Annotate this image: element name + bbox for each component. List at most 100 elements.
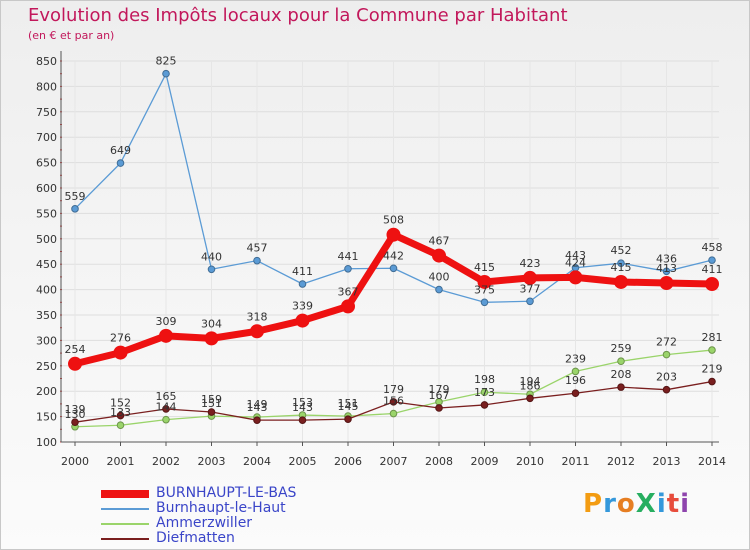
legend-swatch (101, 508, 149, 510)
data-point-diefmatten (662, 385, 671, 394)
data-label: 508 (383, 214, 404, 227)
data-label: 281 (702, 331, 723, 344)
x-tick-label: 2008 (425, 455, 453, 468)
legend-item: Ammerzwiller (101, 515, 401, 531)
data-point-ammerzwiller (162, 415, 170, 424)
data-label: 153 (292, 396, 313, 409)
series-group (68, 69, 719, 431)
x-tick-label: 2002 (152, 455, 180, 468)
data-point-burnhaupt-le-haut (116, 159, 125, 167)
data-label: 165 (156, 390, 177, 403)
data-point-burnhaupt-le-haut (389, 264, 398, 273)
data-point-burnhaupt-le-bas (659, 275, 674, 290)
logo-letter: X (635, 489, 657, 519)
data-point-burnhaupt-le-haut (344, 264, 352, 273)
data-label: 239 (565, 352, 586, 365)
data-point-ammerzwiller (389, 409, 398, 418)
data-point-burnhaupt-le-haut (617, 259, 625, 267)
data-point-burnhaupt-le-bas (523, 270, 537, 285)
data-label: 254 (65, 343, 86, 356)
y-tick-label: 150 (36, 411, 57, 424)
data-point-burnhaupt-le-bas (386, 227, 401, 242)
legend: BURNHAUPT-LE-BAS Burnhaupt-le-Haut Ammerzw… (101, 485, 401, 546)
data-label: 400 (429, 271, 450, 284)
data-label: 375 (474, 283, 495, 296)
data-point-burnhaupt-le-haut (253, 256, 261, 265)
data-point-burnhaupt-le-bas (477, 274, 492, 289)
y-tick-label: 250 (36, 360, 57, 373)
data-label: 467 (429, 235, 450, 248)
data-point-diefmatten (617, 383, 625, 391)
legend-item: Burnhaupt-le-Haut (101, 500, 401, 516)
data-point-ammerzwiller (662, 350, 671, 359)
data-label: 318 (247, 310, 268, 323)
data-label: 649 (110, 144, 131, 157)
data-point-diefmatten (253, 416, 261, 424)
data-label: 198 (474, 373, 495, 386)
data-label: 377 (520, 282, 541, 295)
data-label: 440 (201, 250, 222, 263)
data-point-burnhaupt-le-haut (662, 267, 671, 276)
legend-swatch (101, 523, 149, 525)
data-point-diefmatten (344, 415, 352, 423)
y-tick-label: 200 (36, 385, 57, 398)
data-point-burnhaupt-le-bas (113, 345, 128, 360)
data-point-burnhaupt-le-haut (480, 298, 489, 307)
y-tick-label: 100 (36, 436, 57, 449)
data-label: 413 (656, 262, 677, 275)
data-label: 276 (110, 332, 131, 345)
data-point-burnhaupt-le-bas (568, 270, 583, 285)
data-label: 441 (338, 250, 359, 263)
data-point-burnhaupt-le-bas (250, 324, 264, 339)
data-label: 152 (110, 397, 131, 410)
legend-label: Diefmatten (156, 530, 235, 546)
data-label: 130 (65, 408, 86, 421)
logo-letter: i (680, 489, 691, 519)
data-point-ammerzwiller (116, 421, 125, 430)
x-tick-label: 2006 (334, 455, 362, 468)
legend-item: Diefmatten (101, 530, 401, 546)
legend-swatch (101, 538, 149, 540)
logo-letter: r (603, 489, 617, 519)
proxiti-logo: ProXiti (583, 489, 690, 519)
data-label: 145 (338, 400, 359, 413)
data-point-diefmatten (162, 405, 170, 413)
x-tick-label: 2010 (516, 455, 544, 468)
legend-label: Ammerzwiller (156, 515, 253, 531)
data-label: 179 (429, 383, 450, 396)
x-tick-label: 2000 (61, 455, 89, 468)
legend-item: BURNHAUPT-LE-BAS (101, 485, 401, 501)
chart-title: Evolution des Impôts locaux pour la Comm… (28, 5, 568, 26)
axes: 100 150 200 250 300 350 400 450 500 550 600 650 700 7… (36, 51, 726, 468)
x-tick-label: 2005 (289, 455, 317, 468)
data-point-burnhaupt-le-haut (708, 256, 716, 264)
data-label: 443 (565, 249, 586, 262)
y-tick-label: 550 (36, 207, 57, 220)
data-point-burnhaupt-le-bas (159, 328, 173, 343)
logo-letter: o (616, 489, 636, 519)
data-label: 173 (474, 386, 495, 399)
legend-label: Burnhaupt-le-Haut (156, 500, 286, 516)
data-labels: 254 276 309 304 318 339 367 508 467 415 423 424 415 4… (65, 55, 723, 421)
x-tick-label: 2014 (698, 455, 726, 468)
data-point-diefmatten (207, 408, 216, 416)
data-point-ammerzwiller (480, 388, 489, 397)
data-label: 457 (247, 242, 268, 255)
data-label: 219 (702, 363, 723, 376)
data-label: 367 (338, 285, 359, 298)
data-point-burnhaupt-le-haut (71, 205, 79, 213)
data-label: 272 (656, 336, 677, 349)
data-point-diefmatten (435, 404, 443, 412)
data-label: 139 (65, 403, 86, 416)
y-tick-label: 700 (36, 131, 57, 144)
data-point-diefmatten (71, 418, 79, 426)
data-label: 186 (520, 379, 541, 392)
data-point-diefmatten (298, 416, 307, 424)
logo-letter: t (666, 489, 681, 519)
x-tick-label: 2004 (243, 455, 271, 468)
data-point-burnhaupt-le-haut (298, 280, 307, 288)
y-tick-label: 300 (36, 334, 57, 347)
data-label: 825 (156, 55, 177, 68)
data-point-diefmatten (480, 401, 489, 409)
